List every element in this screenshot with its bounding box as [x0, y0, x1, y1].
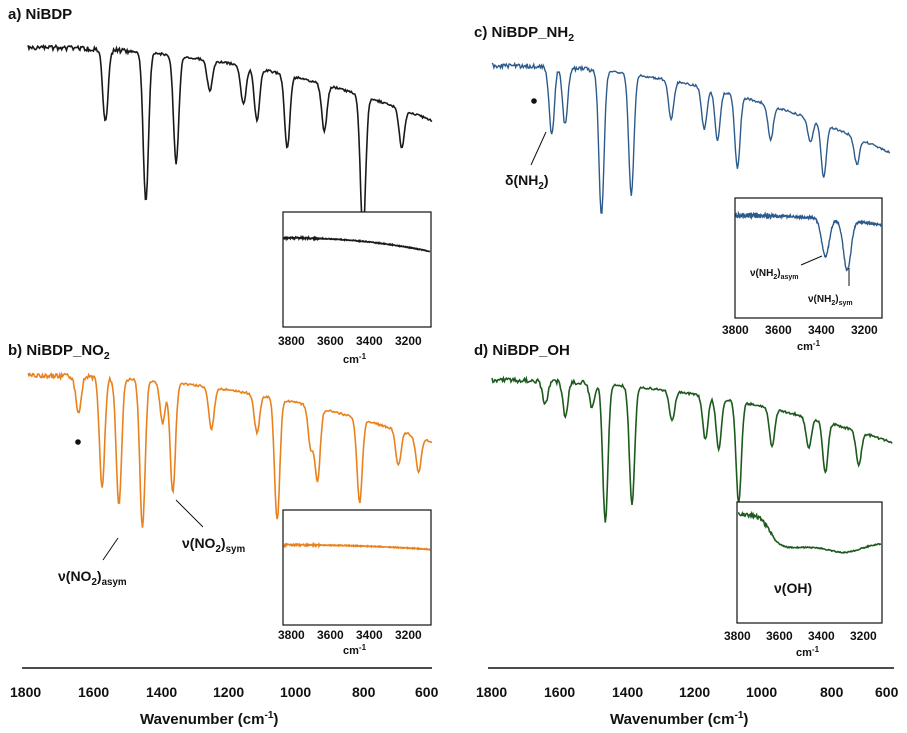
no2-sym-label: ν(NO2)sym [182, 535, 245, 555]
inset-a-frame [282, 211, 432, 328]
inset-d-tick-3400: 3400 [808, 629, 835, 643]
panel-b-marker-dot [75, 439, 81, 445]
x-tick-left-1000: 1000 [280, 684, 311, 700]
inset-b-tick-3200: 3200 [395, 628, 422, 642]
x-tick-left-1600: 1600 [78, 684, 109, 700]
nh2-sym-label: ν(NH2)sym [808, 294, 853, 307]
x-tick-right-1000: 1000 [746, 684, 777, 700]
inset-b-frame [282, 509, 432, 626]
spectrum-line-d [491, 375, 893, 523]
inset-c-tick-3800: 3800 [722, 323, 749, 337]
nh2-asym-label: ν(NH2)asym [750, 268, 799, 281]
panel-c-marker-dot [531, 98, 537, 104]
inset-b-unit: cm-1 [343, 643, 367, 657]
inset-c-unit: cm-1 [797, 339, 821, 353]
inset-line-c [735, 210, 882, 272]
inset-a-tick-3200: 3200 [395, 334, 422, 348]
x-tick-left-600: 600 [415, 684, 439, 700]
oh-label: ν(OH) [774, 580, 812, 596]
x-tick-left-800: 800 [352, 684, 376, 700]
x-tick-right-800: 800 [820, 684, 844, 700]
panel-a-title: a) NiBDP [8, 6, 72, 23]
inset-line-d [737, 510, 882, 554]
inset-a-unit: cm-1 [343, 352, 367, 366]
inset-a-tick-3800: 3800 [278, 334, 305, 348]
inset-line-b [283, 541, 431, 551]
inset-b-tick-3600: 3600 [317, 628, 344, 642]
spectrum-line-a [27, 44, 433, 234]
x-tick-left-1200: 1200 [213, 684, 244, 700]
panel-b-title: b) NiBDP_NO2 [8, 342, 110, 362]
x-tick-left-1400: 1400 [146, 684, 177, 700]
x-axis-title-right: Wavenumber (cm-1) [610, 710, 748, 728]
inset-d-tick-3600: 3600 [766, 629, 793, 643]
nh2-delta-label: δ(NH2) [505, 172, 549, 192]
inset-b-tick-3800: 3800 [278, 628, 305, 642]
inset-d-tick-3800: 3800 [724, 629, 751, 643]
nh2-asym-leader [800, 255, 823, 266]
no2-asym-label: ν(NO2)asym [58, 568, 127, 588]
inset-a-tick-3400: 3400 [356, 334, 383, 348]
panel-d-title: d) NiBDP_OH [474, 342, 570, 359]
spectrum-line-b [27, 371, 433, 528]
inset-c-tick-3600: 3600 [765, 323, 792, 337]
inset-a-tick-3600: 3600 [317, 334, 344, 348]
inset-line-a [283, 234, 431, 253]
x-tick-right-1200: 1200 [679, 684, 710, 700]
no2-asym-leader [102, 537, 119, 561]
inset-b-tick-3400: 3400 [356, 628, 383, 642]
x-tick-left-1800: 1800 [10, 684, 41, 700]
inset-d-frame [736, 501, 883, 624]
inset-d-unit: cm-1 [796, 645, 820, 659]
inset-d-tick-3200: 3200 [850, 629, 877, 643]
x-axis-title-left: Wavenumber (cm-1) [140, 710, 278, 728]
x-tick-right-1600: 1600 [544, 684, 575, 700]
spectrum-line-c [491, 61, 891, 215]
no2-sym-leader [175, 499, 204, 528]
inset-c-tick-3200: 3200 [851, 323, 878, 337]
x-tick-right-1400: 1400 [612, 684, 643, 700]
panel-c-title: c) NiBDP_NH2 [474, 24, 574, 44]
x-tick-right-1800: 1800 [476, 684, 507, 700]
inset-c-tick-3400: 3400 [808, 323, 835, 337]
nh2-delta-leader [530, 131, 547, 166]
x-tick-right-600: 600 [875, 684, 899, 700]
